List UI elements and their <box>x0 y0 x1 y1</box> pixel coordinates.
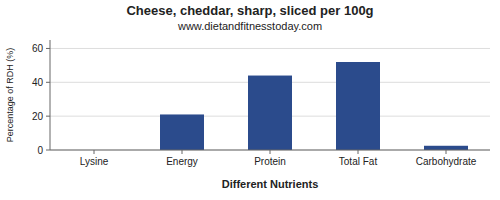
y-tick <box>46 82 50 83</box>
x-tick-label: Protein <box>254 156 286 167</box>
x-tick-label: Total Fat <box>339 156 378 167</box>
x-tick <box>94 150 95 154</box>
y-axis: 0 20 40 60 <box>32 43 50 156</box>
chart: Cheese, cheddar, sharp, sliced per 100g w… <box>0 0 500 200</box>
y-tick-label: 60 <box>32 43 44 54</box>
y-axis-line <box>50 40 51 150</box>
title: Cheese, cheddar, sharp, sliced per 100g <box>126 3 373 18</box>
y-tick-label: 0 <box>37 145 43 156</box>
x-tick <box>270 150 271 154</box>
bar <box>160 114 204 150</box>
bars <box>160 62 468 150</box>
y-tick-label: 40 <box>32 77 44 88</box>
x-tick <box>446 150 447 154</box>
subtitle: www.dietandfitnesstoday.com <box>177 20 322 32</box>
x-tick-label: Carbohydrate <box>416 156 477 167</box>
y-tick-label: 20 <box>32 111 44 122</box>
bar <box>336 62 380 150</box>
x-tick-label: Lysine <box>80 156 109 167</box>
y-tick <box>46 116 50 117</box>
y-tick <box>46 48 50 49</box>
bar <box>424 146 468 150</box>
x-tick <box>358 150 359 154</box>
x-axis-title: Different Nutrients <box>222 178 319 190</box>
y-axis-title: Percentage of RDH (%) <box>5 48 15 143</box>
grid <box>50 48 490 150</box>
x-tick <box>182 150 183 154</box>
bar <box>248 76 292 150</box>
x-axis: Lysine Energy Protein Total Fat Carbohydrate <box>80 150 477 167</box>
y-tick <box>46 150 50 151</box>
grid-line <box>50 48 490 49</box>
x-tick-label: Energy <box>166 156 198 167</box>
